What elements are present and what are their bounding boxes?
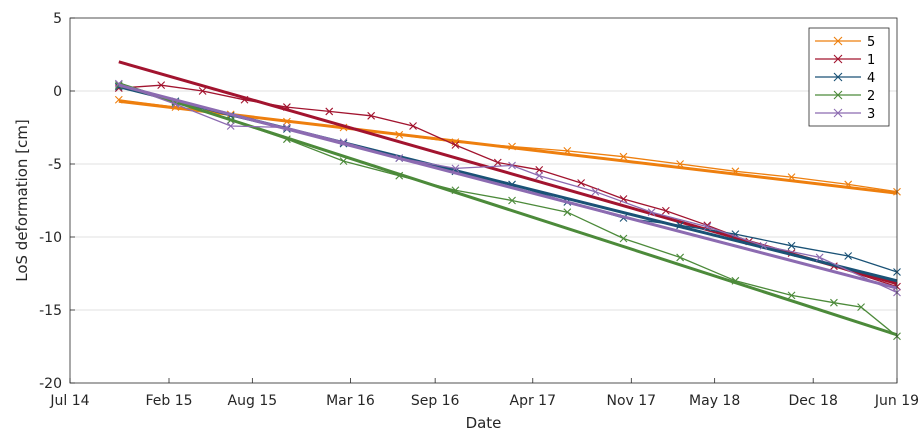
legend-label-1: 1 [867,53,875,68]
series-4 [114,82,901,283]
series-2-marker [563,208,572,217]
series-2-marker [508,196,516,205]
x-tick-label: Jul 14 [49,393,89,409]
series-1-marker [409,122,417,130]
series-2-marker [339,157,348,165]
series-3-marker [226,122,235,130]
series-3-trendline [118,83,898,290]
series-1-marker [535,165,544,174]
series-1-marker [577,179,586,187]
y-tick-label: -20 [39,376,62,392]
series-3-marker [703,222,712,231]
series-2-marker [619,234,628,243]
x-tick-label: Aug 15 [228,393,278,409]
grid-lines [70,90,897,311]
series-3 [114,79,901,297]
series-1-marker [198,87,207,95]
legend-label-3: 3 [867,107,875,122]
legend-label-2: 2 [867,89,875,104]
series-3-marker [451,164,460,173]
series-2 [114,81,901,341]
legend-marker-4 [833,72,843,82]
series-1-marker [325,107,334,116]
x-tick-label: Feb 15 [145,393,192,409]
series-3-marker [508,161,516,170]
x-tick-label: Dec 18 [789,393,838,409]
y-tick-label: 0 [53,84,62,100]
series-5-marker [619,152,628,161]
legend: 5 1 4 2 3 [808,27,890,127]
series-2-marker [830,298,838,307]
x-tick-label: Jun 19 [874,393,919,409]
x-axis-label: Date [466,414,502,432]
x-tick-label: Nov 17 [607,393,657,409]
x-tick-label: Mar 16 [326,393,375,409]
series-2-marker [787,291,796,300]
y-tick-label: -5 [48,157,62,173]
legend-marker-5 [833,36,843,46]
legend-marker-1 [833,54,843,64]
series-3-marker [759,241,768,250]
series-3-marker [815,253,824,262]
series-3-marker [647,208,656,217]
series-5-trendline [118,99,898,195]
series-5 [114,95,901,196]
legend-label-4: 4 [867,71,875,86]
y-tick-label: -10 [39,230,62,246]
series-3-marker [535,171,544,180]
y-axis-label: LoS deformation [cm] [13,119,31,282]
series-4-marker [844,252,853,260]
x-tick-label: May 18 [689,393,740,409]
series-layer [114,60,901,341]
x-tick-label: Sep 16 [411,393,460,409]
plot-frame [69,17,898,384]
series-1-marker [157,81,166,90]
x-tick-label: Apr 17 [510,393,556,409]
legend-marker-3 [833,108,843,118]
y-tick-label: 5 [53,11,62,27]
legend-label-5: 5 [867,35,875,50]
series-1-marker [493,158,502,167]
series-2-trendline [118,82,898,337]
legend-marker-2 [833,90,843,100]
y-tick-label: -15 [39,303,62,319]
series-1-marker [451,141,460,149]
series-2-marker [857,303,865,311]
series-2-marker [676,253,685,262]
series-3-marker [591,187,600,196]
series-1-marker [367,111,376,120]
series-4-marker [787,241,796,250]
series-1-marker [661,206,670,215]
